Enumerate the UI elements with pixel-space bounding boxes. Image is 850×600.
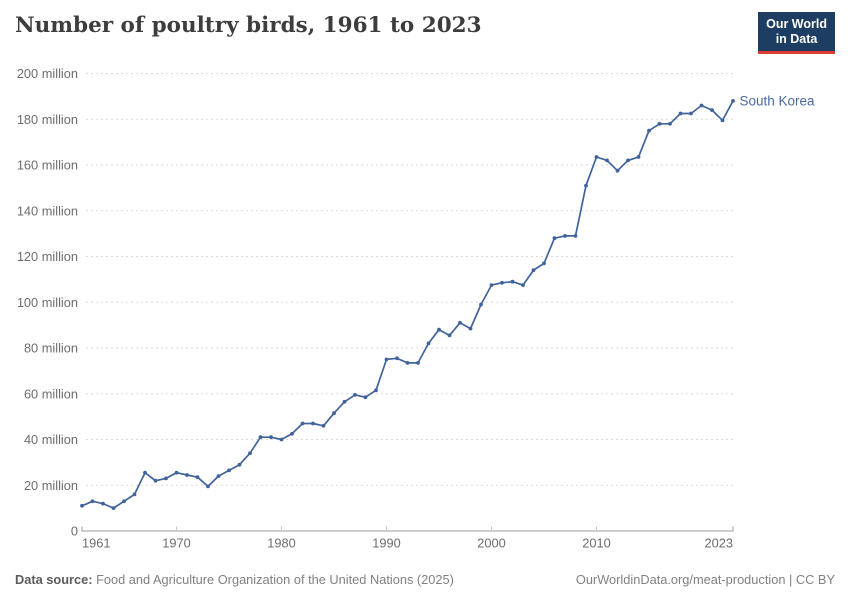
y-axis-tick-label: 140 million — [17, 203, 78, 218]
data-point[interactable] — [227, 468, 231, 473]
x-axis-tick-label: 1980 — [267, 536, 295, 551]
data-point[interactable] — [101, 501, 105, 506]
data-point[interactable] — [332, 411, 336, 416]
x-axis-tick-label: 2010 — [582, 536, 610, 551]
data-point[interactable] — [479, 302, 483, 307]
y-axis-tick-label: 0 — [71, 524, 78, 539]
data-point[interactable] — [321, 423, 326, 428]
data-point[interactable] — [500, 280, 504, 285]
data-point[interactable] — [248, 451, 252, 456]
data-source-text: Food and Agriculture Organization of the… — [92, 572, 454, 587]
x-axis-tick-label: 1990 — [372, 536, 400, 551]
data-point[interactable] — [311, 421, 315, 426]
data-point[interactable] — [90, 499, 95, 504]
citation-link[interactable]: OurWorldinData.org/meat-production | CC … — [575, 572, 835, 587]
data-point[interactable] — [216, 474, 221, 478]
data-point[interactable] — [353, 393, 357, 397]
x-axis-tick-label: 1970 — [162, 536, 190, 551]
data-point[interactable] — [437, 327, 441, 332]
owid-logo-line2: in Data — [775, 32, 818, 46]
x-axis-tick-label: 1961 — [82, 536, 110, 551]
data-point[interactable] — [279, 437, 284, 442]
data-point[interactable] — [143, 470, 147, 475]
data-point[interactable] — [573, 234, 578, 238]
data-point[interactable] — [206, 484, 210, 489]
data-point[interactable] — [374, 388, 378, 393]
data-point[interactable] — [384, 357, 389, 362]
y-axis-tick-label: 180 million — [17, 112, 78, 127]
data-point[interactable] — [563, 234, 567, 238]
y-axis-tick-label: 20 million — [24, 478, 78, 493]
y-axis-tick-label: 40 million — [24, 432, 78, 447]
data-point[interactable] — [153, 478, 158, 483]
data-point[interactable] — [668, 121, 672, 126]
data-point[interactable] — [164, 476, 168, 481]
y-axis-tick-label: 120 million — [17, 249, 78, 264]
data-point[interactable] — [689, 111, 693, 116]
data-point[interactable] — [80, 503, 84, 508]
data-point[interactable] — [542, 261, 546, 266]
data-point[interactable] — [468, 326, 473, 331]
data-point[interactable] — [615, 168, 620, 173]
data-point[interactable] — [300, 421, 305, 426]
data-point[interactable] — [269, 435, 273, 440]
y-axis-tick-label: 100 million — [17, 295, 78, 310]
data-point[interactable] — [447, 333, 452, 338]
data-point[interactable] — [594, 155, 599, 159]
data-point[interactable] — [636, 155, 641, 159]
y-axis-tick-label: 160 million — [17, 158, 78, 173]
data-point[interactable] — [521, 283, 525, 287]
data-point[interactable] — [458, 320, 462, 325]
data-point[interactable] — [605, 158, 609, 163]
data-point[interactable] — [647, 128, 651, 133]
data-point[interactable] — [416, 361, 420, 365]
data-source-note: Data source: Food and Agriculture Organi… — [15, 572, 454, 587]
data-point[interactable] — [290, 431, 294, 436]
data-point[interactable] — [174, 470, 179, 475]
data-point[interactable] — [584, 183, 588, 188]
series-line-south-korea[interactable] — [81, 100, 734, 509]
data-point[interactable] — [122, 499, 126, 504]
chart-footer: Data source: Food and Agriculture Organi… — [0, 572, 850, 587]
data-point[interactable] — [699, 103, 704, 108]
entity-label-south-korea[interactable]: South Korea — [740, 93, 816, 108]
owid-logo[interactable]: Our World in Data — [758, 12, 835, 54]
data-point[interactable] — [132, 492, 137, 497]
x-axis-tick-label: 2000 — [477, 536, 505, 551]
data-point[interactable] — [363, 395, 368, 400]
chart-title: Number of poultry birds, 1961 to 2023 — [15, 13, 482, 38]
data-point[interactable] — [489, 283, 494, 287]
data-point[interactable] — [510, 279, 515, 284]
data-point[interactable] — [657, 121, 662, 126]
data-point[interactable] — [552, 236, 557, 241]
data-point[interactable] — [405, 361, 410, 365]
x-axis-tick-label: 2023 — [705, 536, 733, 551]
x-axis-line — [81, 526, 734, 532]
data-point[interactable] — [426, 341, 431, 346]
data-source-label: Data source: — [15, 572, 93, 587]
data-point[interactable] — [395, 356, 399, 361]
data-point[interactable] — [710, 108, 714, 112]
data-point[interactable] — [531, 268, 536, 273]
y-axis-tick-label: 60 million — [24, 386, 78, 401]
data-point[interactable] — [731, 99, 735, 103]
owid-logo-line1: Our World — [766, 17, 827, 31]
data-point[interactable] — [720, 118, 725, 123]
data-point[interactable] — [342, 399, 347, 404]
data-point[interactable] — [111, 506, 116, 510]
data-point[interactable] — [237, 462, 242, 467]
data-point[interactable] — [195, 475, 200, 480]
data-point[interactable] — [678, 111, 683, 116]
data-point[interactable] — [258, 435, 263, 440]
y-axis-tick-label: 80 million — [24, 341, 78, 356]
y-axis-tick-label: 200 million — [17, 66, 78, 81]
data-point[interactable] — [185, 473, 189, 477]
data-point[interactable] — [626, 158, 630, 163]
